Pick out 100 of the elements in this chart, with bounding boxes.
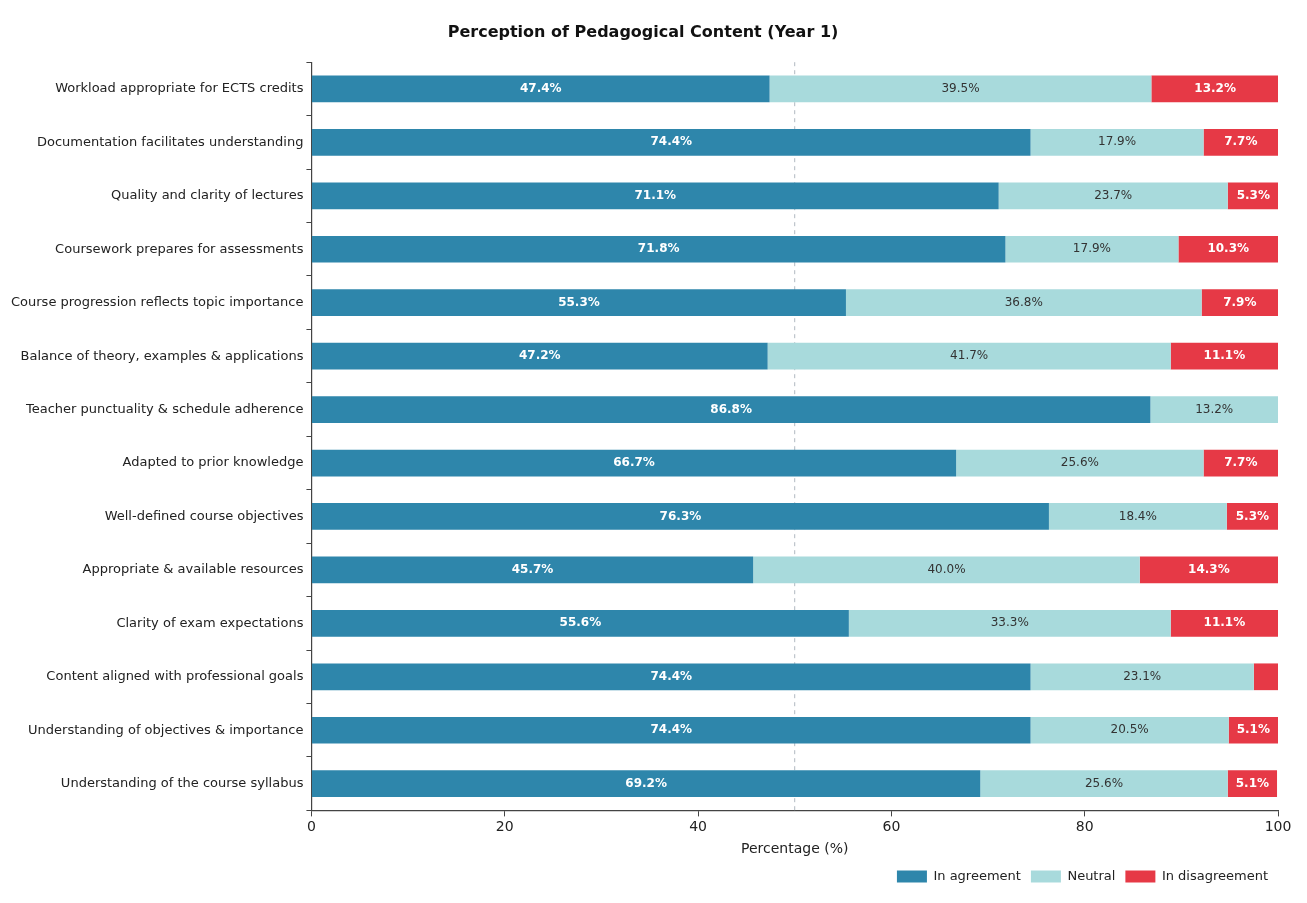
y-tick-label: Well-defined course objectives (104, 507, 304, 523)
data-label: 55.3% (558, 294, 600, 309)
data-label: 74.4% (650, 668, 693, 683)
y-tick-label: Workload appropriate for ECTS credits (55, 80, 304, 96)
bar (1030, 129, 1204, 156)
data-label: 36.8% (1004, 294, 1043, 309)
x-tick-label: 0 (306, 818, 316, 835)
bar (311, 342, 768, 370)
data-label: 74.4% (650, 722, 693, 737)
data-label: 23.7% (1094, 187, 1133, 202)
bar (311, 770, 981, 798)
data-label: 7.7% (1224, 455, 1258, 470)
data-label: 39.5% (941, 81, 980, 96)
bar (311, 129, 1031, 156)
y-tick-label: Appropriate & available resources (82, 561, 304, 577)
data-label: 5.1% (1236, 722, 1270, 737)
data-label: 55.6% (559, 615, 602, 630)
bar (311, 396, 1151, 423)
data-label: 10.3% (1207, 241, 1250, 256)
data-label: 23.1% (1123, 668, 1162, 683)
bar (311, 556, 754, 584)
data-label: 33.3% (990, 615, 1029, 630)
data-label: 41.7% (950, 348, 989, 363)
data-label: 17.9% (1098, 134, 1137, 149)
x-tick-label: 40 (689, 818, 707, 835)
bar (1030, 663, 1254, 691)
y-tick-label: Understanding of the course syllabus (60, 775, 304, 791)
bar (311, 716, 1031, 744)
x-tick-label: 60 (882, 818, 901, 835)
data-label: 5.1% (1235, 775, 1270, 790)
bar (311, 75, 770, 103)
legend-label: In disagreement (1161, 867, 1269, 883)
bar (1203, 129, 1278, 156)
data-label: 25.6% (1084, 775, 1124, 790)
bar (311, 503, 1049, 530)
bar (1178, 235, 1278, 263)
x-tick-label: 20 (495, 818, 514, 835)
data-label: 25.6% (1060, 455, 1099, 470)
y-tick-label: Adapted to prior knowledge (122, 454, 304, 470)
data-label: 47.4% (519, 81, 562, 96)
data-label: 7.7% (1224, 134, 1258, 149)
y-tick-label: Clarity of exam expectations (116, 614, 304, 630)
bar (1170, 342, 1278, 370)
legend-label: Neutral (1067, 867, 1116, 883)
data-label: 14.3% (1188, 562, 1230, 577)
bar (848, 609, 1171, 637)
x-axis-title: Percentage (%) (741, 840, 849, 857)
bar (1170, 609, 1278, 637)
bar (311, 289, 846, 317)
y-tick-label: Content aligned with professional goals (46, 668, 304, 684)
bar (1139, 556, 1278, 584)
y-tick-label: Coursework prepares for assessments (55, 240, 304, 256)
bar (980, 770, 1228, 798)
bar (1005, 235, 1179, 263)
y-tick-label: Teacher punctuality & schedule adherence (24, 400, 304, 416)
data-label: 66.7% (613, 455, 655, 470)
data-label: 5.3% (1235, 508, 1270, 523)
data-label: 69.2% (625, 775, 667, 790)
data-label: 11.1% (1203, 348, 1246, 363)
y-tick-label: Course progression reflects topic importance (11, 294, 304, 310)
bar (311, 663, 1031, 691)
bar (1253, 663, 1278, 691)
data-label: 13.2% (1194, 81, 1236, 96)
bar (1030, 716, 1229, 744)
data-label: 74.4% (650, 134, 693, 149)
bar (998, 182, 1228, 210)
bar (753, 556, 1140, 584)
y-tick-label: Balance of theory, examples & applications (20, 347, 304, 363)
data-label: 76.3% (659, 508, 702, 523)
x-tick-label: 80 (1075, 818, 1094, 835)
data-label: 5.3% (1236, 187, 1270, 202)
bar (956, 449, 1204, 477)
data-label: 45.7% (511, 562, 554, 577)
y-tick-label: Documentation facilitates understanding (36, 133, 304, 149)
data-label: 13.2% (1195, 401, 1234, 416)
bar (769, 75, 1152, 103)
chart-title: Perception of Pedagogical Content (Year 1) (447, 21, 839, 41)
y-tick-label: Understanding of objectives & importance (28, 721, 304, 737)
bar (845, 289, 1202, 317)
data-label: 40.0% (927, 562, 966, 577)
data-label: 71.1% (634, 187, 677, 202)
bar (1150, 396, 1278, 423)
data-label: 20.5% (1110, 722, 1149, 737)
data-label: 47.2% (518, 348, 561, 363)
bar (767, 342, 1171, 370)
bar (311, 609, 849, 637)
bar (311, 449, 957, 477)
bar (311, 235, 1006, 263)
legend-label: In agreement (933, 867, 1021, 883)
data-label: 17.9% (1072, 241, 1111, 256)
bar (1151, 75, 1278, 103)
data-label: 86.8% (710, 401, 752, 416)
data-label: 18.4% (1118, 508, 1157, 523)
bar (1201, 289, 1278, 317)
data-label: 71.8% (637, 241, 680, 256)
data-label: 11.1% (1203, 615, 1246, 630)
data-label: 7.9% (1223, 294, 1257, 309)
y-tick-label: Quality and clarity of lectures (111, 187, 304, 203)
bar (1048, 503, 1227, 530)
x-tick-label: 100 (1264, 818, 1292, 835)
